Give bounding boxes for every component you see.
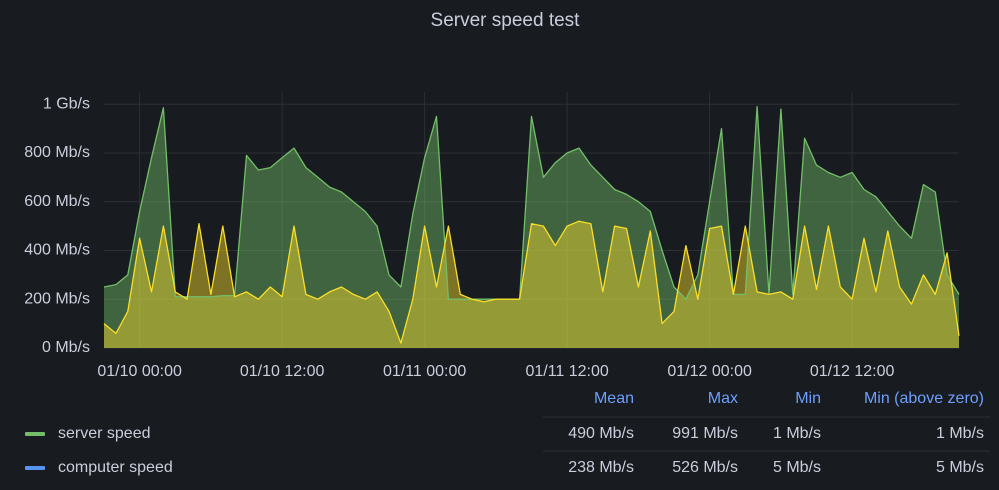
series-line [103,220,960,344]
legend-column-header: Mean [594,390,634,407]
legend-stat: 5 Mb/s [773,459,821,476]
y-tick-label: 800 Mb/s [24,144,90,161]
y-tick-label: 600 Mb/s [24,193,90,210]
legend-swatch [25,466,45,470]
y-tick-label: 200 Mb/s [24,290,90,307]
y-tick-label: 1 Gb/s [43,95,90,112]
legend-stat: 238 Mb/s [568,459,634,476]
y-tick-label: 400 Mb/s [24,242,90,259]
legend-swatch [25,432,45,436]
legend-label: server speed [58,425,151,442]
legend-stat: 5 Mb/s [936,459,984,476]
legend-stat: 1 Mb/s [773,425,821,442]
legend-stat: 1 Mb/s [936,425,984,442]
x-tick-label: 01/10 12:00 [240,363,325,380]
legend-stat: 526 Mb/s [672,459,738,476]
legend-stat: 991 Mb/s [672,425,738,442]
x-tick-label: 01/10 00:00 [97,363,182,380]
x-tick-label: 01/12 00:00 [667,363,752,380]
series-line [103,105,960,300]
y-tick-label: 0 Mb/s [42,339,90,356]
x-tick-label: 01/11 12:00 [525,363,608,380]
x-tick-label: 01/12 12:00 [810,363,895,380]
legend-stat: 490 Mb/s [568,425,634,442]
legend-column-header: Max [708,390,738,407]
legend-column-header: Min (above zero) [864,390,984,407]
legend-column-header: Min [795,390,821,407]
series-area [104,221,959,348]
x-tick-label: 01/11 00:00 [383,363,466,380]
chart-title: Server speed test [431,10,581,31]
legend-label: computer speed [58,459,173,476]
